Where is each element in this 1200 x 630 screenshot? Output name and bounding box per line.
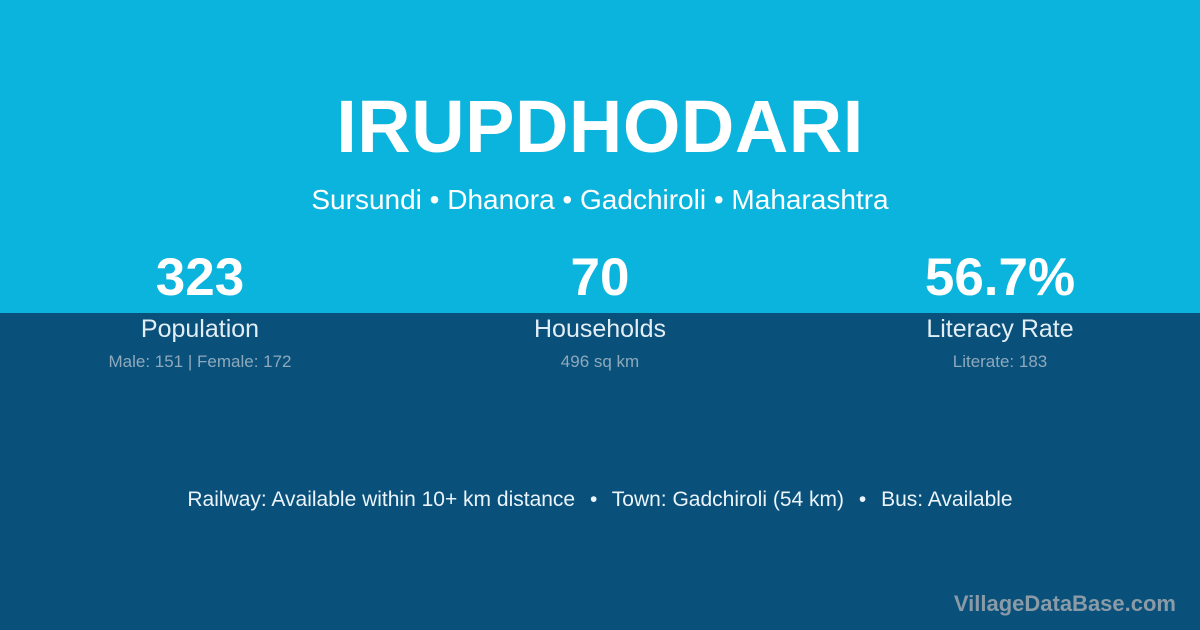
facilities-line: Railway: Available within 10+ km distanc…	[0, 485, 1200, 514]
stat-value-literacy-rate: 56.7%	[924, 248, 1076, 307]
stats-row: 323 Population Male: 151 | Female: 172 7…	[0, 243, 1200, 372]
breadcrumb: Sursundi • Dhanora • Gadchiroli • Mahara…	[311, 184, 889, 215]
stat-sub-population: Male: 151 | Female: 172	[108, 352, 292, 371]
stat-sub-households: 496 sq km	[560, 352, 640, 371]
facility-separator-1: •	[589, 488, 598, 511]
facility-town: Town: Gadchiroli (54 km)	[611, 488, 845, 511]
watermark-brand: VillageDataBase.com	[953, 591, 1176, 616]
stat-households: 70 Households 496 sq km	[400, 243, 800, 372]
header-band	[0, 0, 1200, 313]
facility-railway: Railway: Available within 10+ km distanc…	[187, 488, 576, 511]
stat-label-literacy-rate: Literacy Rate	[926, 315, 1074, 343]
stat-population: 323 Population Male: 151 | Female: 172	[0, 243, 400, 372]
page-title: IRUPDHODARI	[336, 85, 864, 168]
stat-value-households: 70	[570, 248, 630, 307]
stat-label-population: Population	[140, 315, 260, 343]
stat-value-population: 323	[155, 248, 245, 307]
facility-separator-2: •	[858, 488, 867, 511]
stat-label-households: Households	[533, 315, 667, 343]
facility-bus: Bus: Available	[881, 488, 1013, 511]
stat-sub-literacy-rate: Literate: 183	[952, 352, 1048, 371]
stat-literacy-rate: 56.7% Literacy Rate Literate: 183	[800, 243, 1200, 372]
